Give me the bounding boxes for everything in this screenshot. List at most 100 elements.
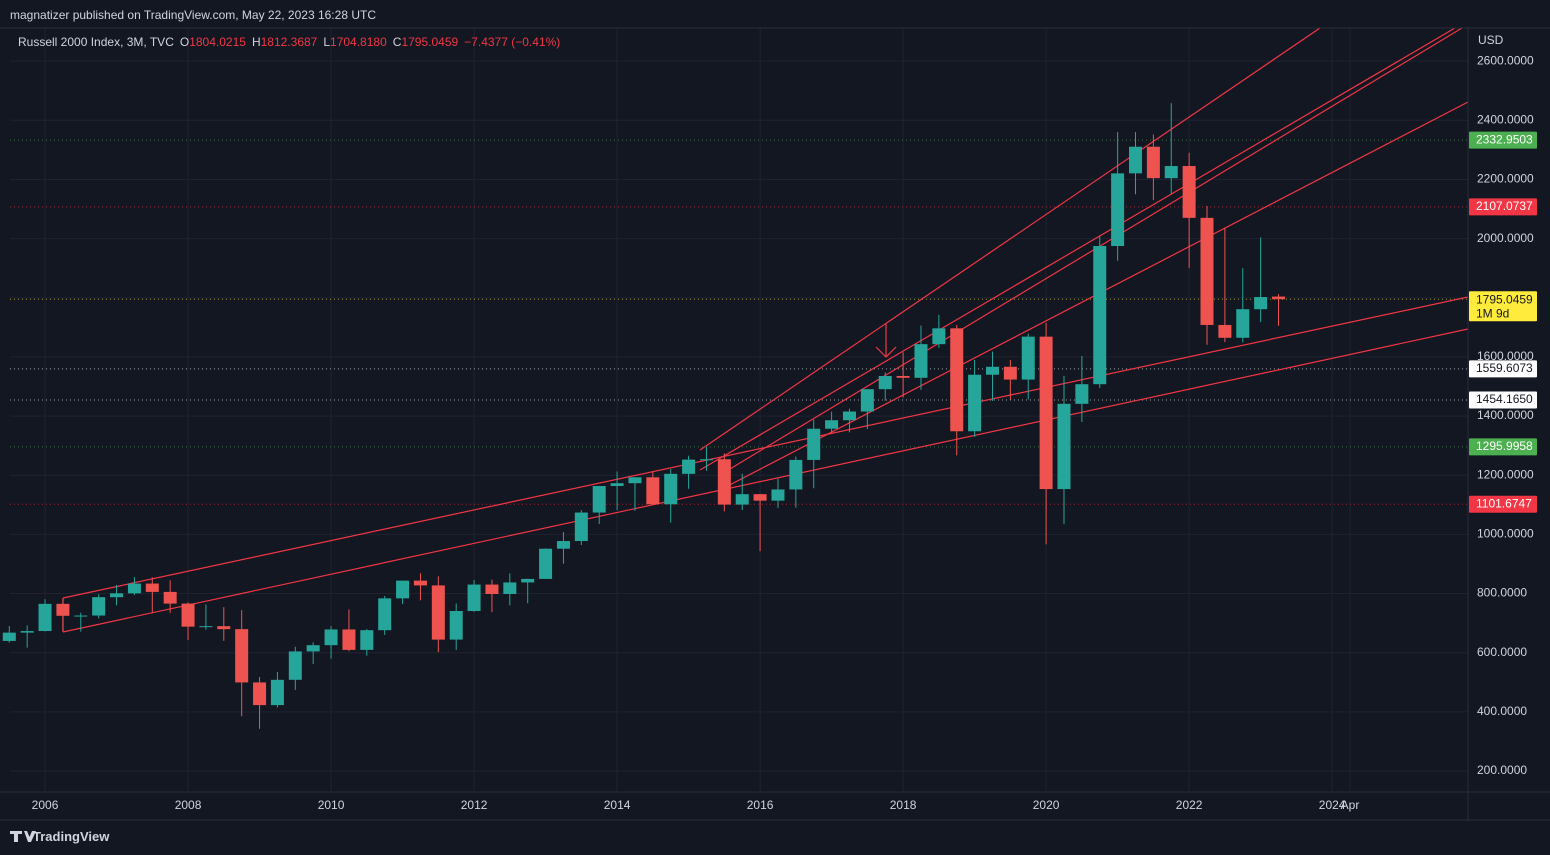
x-tick-label: 2008 — [175, 798, 202, 812]
candle-body — [646, 477, 660, 505]
y-tick-label: 2400.0000 — [1477, 112, 1534, 126]
countdown: 1M 9d — [1476, 306, 1509, 320]
candle-body — [431, 585, 445, 640]
candle-body — [181, 603, 195, 627]
candle-body — [539, 548, 553, 579]
currency: USD — [1478, 33, 1504, 47]
candle-body — [235, 629, 249, 683]
price-label: 1454.1650 — [1476, 392, 1533, 406]
y-tick-label: 1400.0000 — [1477, 408, 1534, 422]
price-label-bg — [1469, 198, 1537, 216]
y-tick-label: 800.0000 — [1477, 586, 1527, 600]
candle-body — [1111, 173, 1125, 247]
candle-body — [1218, 324, 1232, 338]
legend-key: H — [251, 35, 261, 49]
candle-body — [110, 593, 124, 598]
candle-body — [932, 328, 946, 345]
candle-body — [878, 375, 892, 390]
price-axis-bg — [1468, 0, 1550, 855]
y-tick-label: 2200.0000 — [1477, 172, 1534, 186]
candle-body — [217, 626, 231, 630]
candle-body — [521, 578, 535, 583]
y-tick-label: 200.0000 — [1477, 763, 1527, 777]
candle-body — [1057, 403, 1071, 490]
candle-body — [825, 420, 839, 429]
candle-body — [306, 645, 320, 652]
price-label: 1795.0459 — [1476, 292, 1533, 306]
candle-body — [38, 603, 52, 632]
candle-body — [842, 411, 856, 421]
x-tick-label: 2020 — [1033, 798, 1060, 812]
price-label: 1295.9958 — [1476, 439, 1533, 453]
candle-body — [360, 630, 374, 650]
x-tick-label: 2024 — [1319, 798, 1346, 812]
candle-body — [1003, 366, 1017, 380]
legend-value: 1704.8180 — [330, 35, 387, 49]
legend: Russell 2000 Index, 3M, TVC O1804.0215 H18… — [18, 35, 566, 49]
candle-body — [413, 580, 427, 586]
legend-value: 1804.0215 — [189, 35, 246, 49]
trend-lines — [62, 27, 1469, 633]
brand: TradingView — [33, 829, 110, 844]
candle-body — [664, 473, 678, 505]
candle-body — [92, 597, 106, 616]
candle-body — [610, 483, 624, 486]
x-tick-label: 2010 — [318, 798, 345, 812]
candle-body — [2, 632, 16, 641]
candle-body — [1128, 146, 1142, 174]
legend-change: −7.4377 (−0.41%) — [464, 35, 561, 49]
candle-body — [1093, 246, 1107, 385]
candle-body — [789, 459, 803, 490]
candle-body — [896, 375, 910, 378]
y-tick-label: 400.0000 — [1477, 704, 1527, 718]
candle-body — [1200, 217, 1214, 325]
candle-body — [1146, 146, 1160, 179]
candle-body — [503, 582, 517, 594]
x-tick-label: Apr — [1341, 798, 1360, 812]
candle-body — [968, 374, 982, 432]
candle-body — [950, 328, 964, 432]
y-tick-label: 2600.0000 — [1477, 53, 1534, 67]
candle-body — [378, 598, 392, 631]
candle-body — [807, 428, 821, 460]
candle-body — [1182, 166, 1196, 218]
price-label-bg — [1469, 391, 1537, 409]
x-tick-label: 2016 — [747, 798, 774, 812]
candle-body — [467, 584, 481, 612]
time-axis-bg — [0, 792, 1550, 855]
legend-key: C — [392, 35, 402, 49]
candle-body — [324, 629, 338, 646]
candle-body — [1021, 336, 1035, 380]
y-tick-label: 1600.0000 — [1477, 349, 1534, 363]
legend-key: L — [323, 35, 331, 49]
y-tick-label: 600.0000 — [1477, 645, 1527, 659]
price-label-bg — [1469, 131, 1537, 149]
price-label-bg — [1469, 495, 1537, 513]
candle-body — [485, 584, 499, 594]
trend-line — [699, 27, 1321, 451]
candle-body — [1254, 297, 1268, 310]
candle-body — [1236, 309, 1250, 338]
legend-value: 1795.0459 — [401, 35, 459, 49]
price-label-bg — [1469, 360, 1537, 378]
logo — [10, 831, 36, 842]
candle-body — [20, 631, 34, 633]
price-label: 1559.6073 — [1476, 361, 1533, 375]
y-tick-label: 2000.0000 — [1477, 231, 1534, 245]
candle-body — [342, 629, 356, 650]
y-tick-label: 1000.0000 — [1477, 527, 1534, 541]
candle-body — [127, 583, 141, 594]
price-label-bg — [1469, 291, 1537, 322]
arrow — [875, 323, 897, 358]
candle-body — [753, 494, 767, 501]
candle-body — [253, 682, 267, 706]
x-tick-label: 2006 — [32, 798, 59, 812]
candle-body — [270, 679, 284, 706]
legend-key: O — [179, 35, 190, 49]
x-tick-label: 2018 — [890, 798, 917, 812]
symbol: Russell 2000 Index, 3M, TVC — [18, 35, 174, 49]
candle-body — [56, 603, 70, 616]
candle-body — [1272, 296, 1286, 300]
candle-body — [288, 651, 302, 680]
